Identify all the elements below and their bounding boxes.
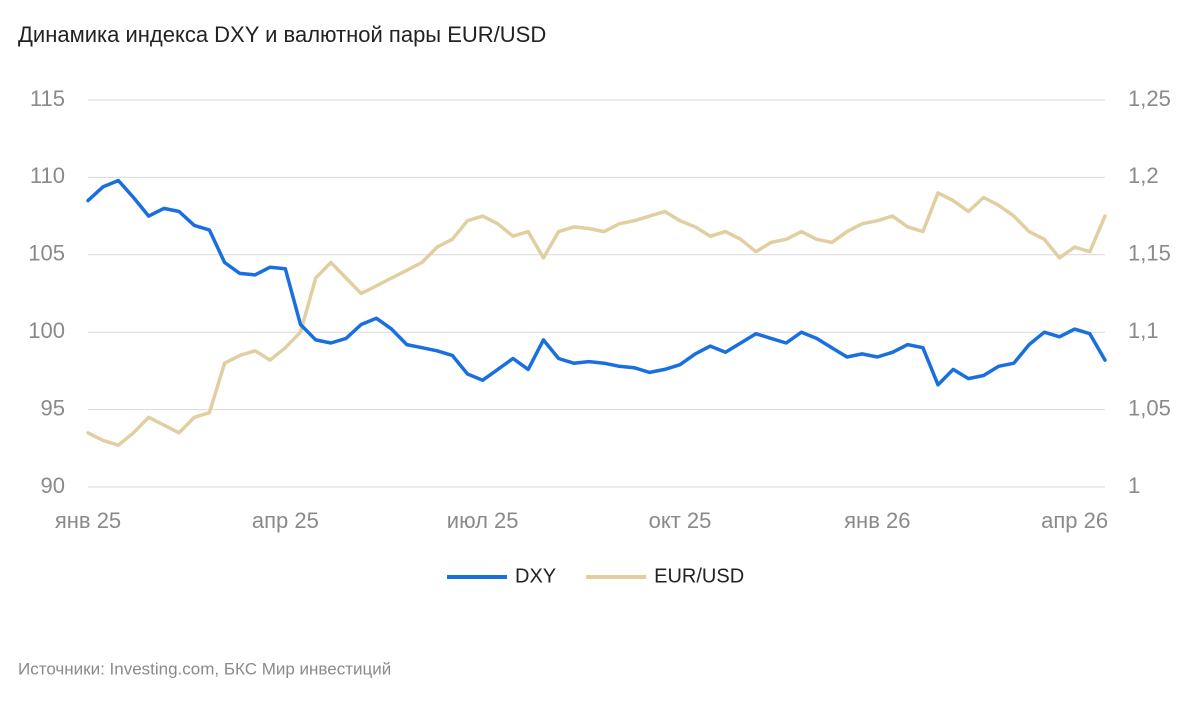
x-tick-label: янв 25	[55, 508, 121, 533]
y-tick-label: 100	[28, 318, 65, 343]
legend-label: EUR/USD	[654, 565, 744, 587]
x-tick-label: апр 26	[1041, 508, 1108, 533]
y2-tick-label: 1,25	[1128, 86, 1171, 111]
y-tick-label: 115	[30, 86, 65, 111]
y2-tick-label: 1,05	[1128, 395, 1171, 420]
y2-tick-label: 1,1	[1128, 318, 1159, 343]
y-tick-label: 105	[28, 241, 65, 266]
series-line	[86, 191, 1107, 447]
y-tick-label: 110	[30, 163, 65, 188]
legend-label: DXY	[515, 565, 556, 587]
x-tick-label: апр 25	[252, 508, 319, 533]
x-tick-label: окт 25	[649, 508, 712, 533]
series-line	[86, 178, 1107, 387]
chart-title: Динамика индекса DXY и валютной пары EUR…	[18, 22, 546, 47]
y2-tick-label: 1	[1128, 473, 1140, 498]
x-tick-label: янв 26	[844, 508, 910, 533]
y2-tick-label: 1,2	[1128, 163, 1159, 188]
y-tick-label: 90	[41, 473, 65, 498]
y2-tick-label: 1,15	[1128, 241, 1171, 266]
x-tick-label: июл 25	[447, 508, 519, 533]
source-note: Источники: Investing.com, БКС Мир инвест…	[18, 659, 391, 678]
y-tick-label: 95	[41, 395, 65, 420]
